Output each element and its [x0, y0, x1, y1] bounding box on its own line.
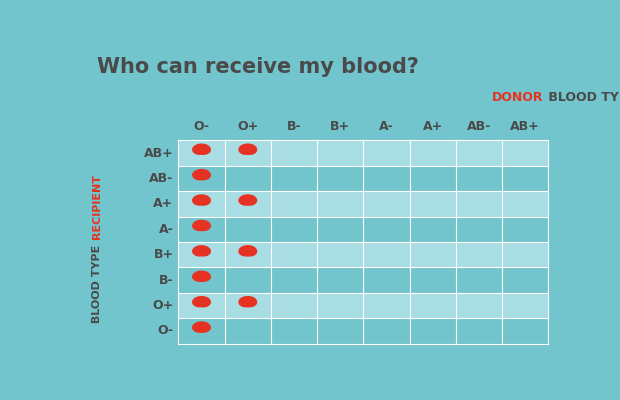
Polygon shape: [193, 246, 210, 256]
FancyBboxPatch shape: [179, 140, 548, 166]
Text: B+: B+: [330, 120, 350, 133]
FancyBboxPatch shape: [179, 268, 548, 293]
FancyBboxPatch shape: [179, 217, 548, 242]
Text: A+: A+: [423, 120, 443, 133]
Polygon shape: [193, 144, 210, 154]
Polygon shape: [239, 246, 257, 256]
Text: AB-: AB-: [149, 172, 174, 185]
Text: B-: B-: [286, 120, 301, 133]
Text: B+: B+: [154, 248, 174, 261]
Polygon shape: [193, 220, 210, 230]
Text: DONOR: DONOR: [492, 91, 544, 104]
Text: AB-: AB-: [467, 120, 491, 133]
Polygon shape: [193, 297, 210, 307]
Text: O-: O-: [193, 120, 210, 133]
Text: A+: A+: [153, 198, 174, 210]
Text: BLOOD TYPE: BLOOD TYPE: [92, 245, 102, 327]
Text: BLOOD TYPES: BLOOD TYPES: [544, 91, 620, 104]
Text: AB+: AB+: [144, 147, 174, 160]
Text: Who can receive my blood?: Who can receive my blood?: [97, 57, 418, 77]
FancyBboxPatch shape: [179, 293, 548, 318]
FancyBboxPatch shape: [179, 166, 548, 191]
Text: A-: A-: [379, 120, 394, 133]
Text: O+: O+: [153, 299, 174, 312]
Text: O-: O-: [157, 324, 174, 338]
Text: A-: A-: [159, 223, 174, 236]
Text: O+: O+: [237, 120, 259, 133]
FancyBboxPatch shape: [179, 191, 548, 217]
Text: AB+: AB+: [510, 120, 540, 133]
Polygon shape: [239, 144, 257, 154]
FancyBboxPatch shape: [179, 318, 548, 344]
Polygon shape: [193, 322, 210, 332]
Polygon shape: [239, 297, 257, 307]
Polygon shape: [193, 170, 210, 180]
Polygon shape: [193, 271, 210, 281]
Text: RECIPIENT: RECIPIENT: [92, 174, 102, 239]
Polygon shape: [239, 195, 257, 205]
Polygon shape: [193, 195, 210, 205]
FancyBboxPatch shape: [179, 242, 548, 268]
Text: B-: B-: [159, 274, 174, 287]
